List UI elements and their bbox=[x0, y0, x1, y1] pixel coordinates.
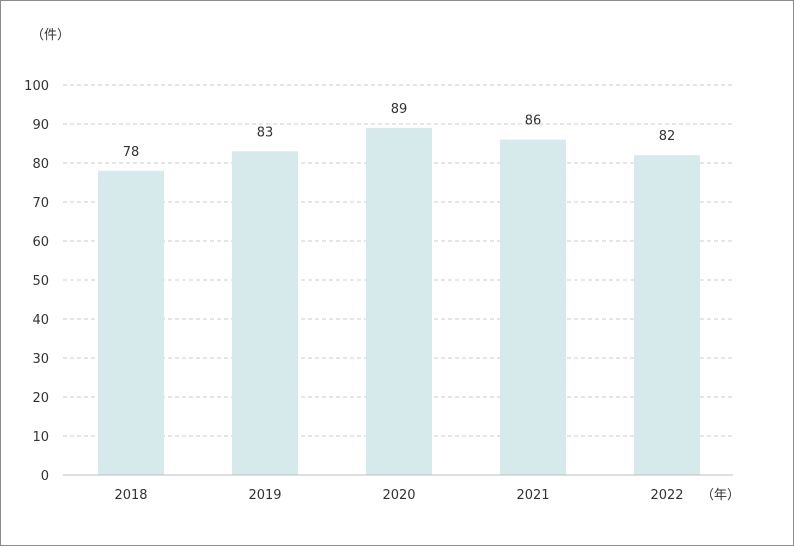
labels: 0 10 20 30 40 50 60 70 80 90 100 78 2018 83 2019 89 2020… bbox=[24, 79, 683, 503]
y-tick-label: 50 bbox=[32, 274, 49, 289]
y-axis-unit-label: （件） bbox=[31, 28, 70, 43]
bars bbox=[98, 127, 700, 476]
bar-2021 bbox=[500, 139, 566, 475]
x-tick-label-2020: 2020 bbox=[382, 488, 415, 503]
bar-2019 bbox=[232, 151, 298, 476]
y-tick-label: 10 bbox=[32, 430, 49, 445]
bar-2020 bbox=[366, 127, 432, 476]
y-tick-label: 30 bbox=[32, 352, 49, 367]
bar-2018 bbox=[98, 170, 164, 476]
data-label-2020: 89 bbox=[391, 102, 408, 117]
y-tick-label: 80 bbox=[32, 157, 49, 172]
data-label-2021: 86 bbox=[525, 114, 542, 129]
bar-2022 bbox=[634, 155, 700, 475]
y-tick-label: 70 bbox=[32, 196, 49, 211]
data-label-2018: 78 bbox=[123, 145, 140, 160]
y-tick-label: 20 bbox=[32, 391, 49, 406]
data-label-2022: 82 bbox=[659, 129, 676, 144]
y-tick-label: 0 bbox=[41, 469, 49, 484]
y-tick-label: 60 bbox=[32, 235, 49, 250]
x-tick-label-2019: 2019 bbox=[248, 488, 281, 503]
y-tick-label: 90 bbox=[32, 118, 49, 133]
y-tick-label: 40 bbox=[32, 313, 49, 328]
x-axis-unit-label: （年） bbox=[701, 488, 740, 503]
x-tick-label-2021: 2021 bbox=[516, 488, 549, 503]
y-tick-label: 100 bbox=[24, 79, 49, 94]
x-tick-label-2018: 2018 bbox=[114, 488, 147, 503]
x-tick-label-2022: 2022 bbox=[650, 488, 683, 503]
data-label-2019: 83 bbox=[257, 125, 274, 140]
